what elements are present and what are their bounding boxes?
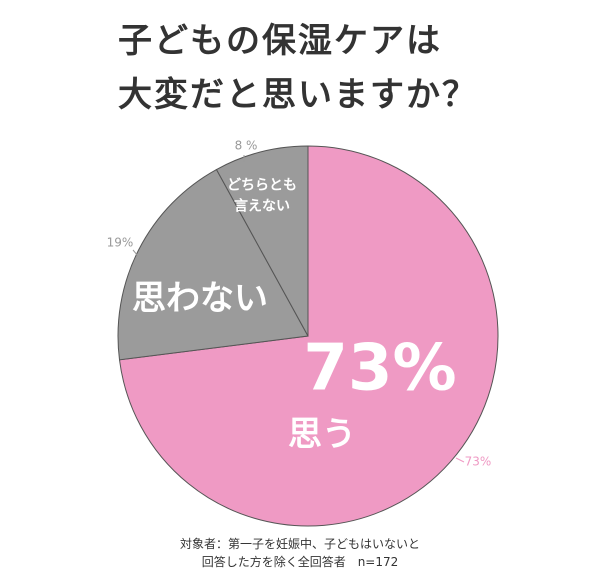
- leader-line: [455, 457, 465, 463]
- value-label: 19%: [107, 236, 134, 250]
- big-value-label: 73%: [303, 332, 456, 406]
- pie-slice: [118, 145, 499, 527]
- value-label: 73%: [465, 455, 492, 469]
- leader-line: [132, 249, 139, 257]
- chart-title: 子どもの保湿ケアは 大変だと思いますか？: [118, 21, 478, 115]
- value-label: 8 %: [235, 139, 258, 153]
- category-label: 思う: [288, 415, 356, 455]
- footnote: 対象者：第一子を妊娠中、子どもはいないと 回答した方を除く全回答者 n=172: [179, 537, 420, 569]
- category-label: どちらとも言えない: [227, 178, 297, 215]
- pie-slice: [215, 145, 309, 337]
- category-label: 思わない: [132, 279, 268, 319]
- pie-slice: [117, 168, 309, 361]
